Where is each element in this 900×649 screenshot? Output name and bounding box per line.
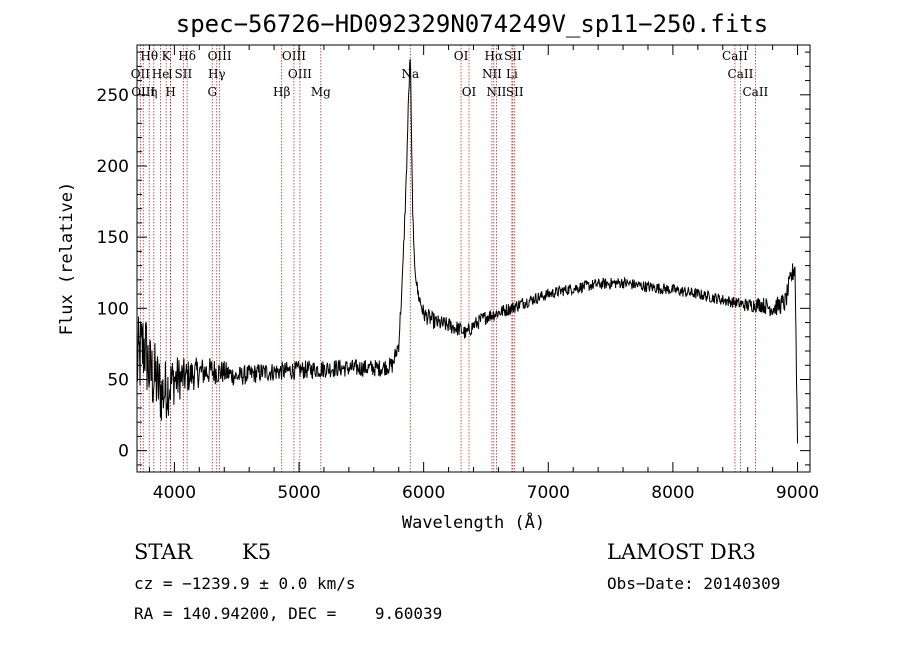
spectral-line-label: Hβ: [273, 85, 290, 99]
chart-title: spec−56726−HD092329N074249V_sp11−250.fit…: [176, 10, 768, 38]
spectral-line-label: SII: [506, 85, 524, 99]
spectrum-line: [136, 59, 798, 444]
x-tick-label: 5000: [277, 483, 320, 503]
x-tick-label: 4000: [153, 483, 196, 503]
spectral-line-label: OI: [454, 49, 469, 63]
spectral-line-label: CaII: [742, 85, 768, 99]
spectral-line-label: OIII: [282, 49, 306, 63]
spectral-line-label: Hθ: [140, 49, 158, 63]
spectral-line-label: Hδ: [178, 49, 196, 63]
spectrum-series: [136, 59, 798, 444]
spectral-line-label: K: [162, 49, 172, 63]
spectral-line-markers: [139, 45, 756, 472]
x-tick-label: 6000: [402, 483, 445, 503]
y-tick-label: 50: [107, 370, 129, 390]
spectral-line-label: SII: [504, 49, 522, 63]
spectral-line-label: OI: [462, 85, 477, 99]
spectral-line-label: G: [207, 85, 217, 99]
spectral-line-label: CaII: [722, 49, 748, 63]
axis-ticks: 4000 5000 6000 7000 8000 9000 0 50 100 150 200 250: [97, 45, 819, 503]
coordinates: RA = 140.94200, DEC = 9.60039: [134, 604, 443, 623]
y-axis-label: Flux (relative): [57, 182, 77, 336]
spectral-line-label: I: [168, 67, 173, 81]
spectral-line-label: Li: [506, 67, 518, 81]
spectral-line-label: Mg: [311, 85, 331, 99]
spectral-line-label: He: [152, 67, 170, 81]
spectral-line-label: OII: [131, 67, 151, 81]
spectral-line-label: OIII: [208, 49, 232, 63]
spectral-line-label: OIII: [288, 67, 312, 81]
spectral-line-label: SII: [175, 67, 193, 81]
observation-date: Obs−Date: 20140309: [607, 574, 781, 593]
object-subclass: K5: [242, 540, 272, 564]
y-tick-label: 100: [97, 299, 129, 319]
x-tick-label: 9000: [776, 483, 819, 503]
spectral-line-label: Hα: [485, 49, 504, 63]
spectral-line-label: H: [165, 85, 175, 99]
y-tick-label: 250: [97, 86, 129, 106]
object-class: STAR: [134, 540, 193, 564]
survey-name: LAMOST DR3: [607, 540, 756, 564]
spectral-line-label: Hγ: [208, 67, 226, 81]
spectral-line-label: η: [150, 85, 157, 99]
y-tick-label: 0: [118, 442, 129, 462]
x-tick-label: 7000: [527, 483, 570, 503]
plot-frame: [136, 44, 811, 473]
x-tick-label: 8000: [651, 483, 694, 503]
spectral-line-label: CaII: [728, 67, 754, 81]
y-tick-label: 150: [97, 228, 129, 248]
y-tick-label: 200: [97, 157, 129, 177]
redshift-velocity: cz = −1239.9 ± 0.0 km/s: [134, 574, 356, 593]
x-axis-label: Wavelength (Å): [402, 511, 545, 533]
spectral-line-label: NII: [486, 85, 506, 99]
spectral-line-label: NII: [482, 67, 502, 81]
